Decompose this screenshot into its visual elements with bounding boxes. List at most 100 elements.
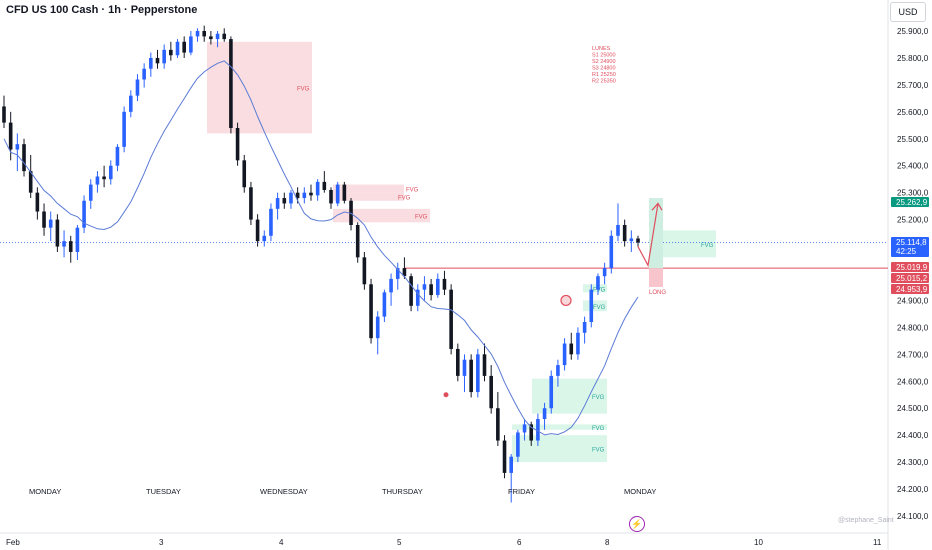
y-tick-label: 24.500,0 (897, 404, 929, 413)
candle-body (542, 408, 547, 419)
y-tick-label: 24.400,0 (897, 431, 929, 440)
long-target-zone (649, 198, 663, 269)
candle-body (409, 276, 413, 306)
levels-note-line: S1 25000 (592, 53, 616, 59)
levels-note-line: S2 24900 (592, 59, 616, 65)
fvg-zone (333, 208, 430, 223)
fvg-zone (207, 41, 312, 134)
long-label: LONG (649, 290, 666, 296)
candle-body (609, 235, 614, 269)
candle-body (529, 424, 534, 441)
day-label: MONDAY (29, 487, 61, 496)
candle-body (395, 268, 400, 279)
candle-body (596, 276, 600, 290)
candle-body (129, 95, 133, 112)
price-tag: 25.262,9 (891, 197, 929, 207)
candle-body (22, 144, 26, 172)
signal-dot (443, 392, 449, 398)
candle-body (602, 268, 607, 277)
y-tick-label: 25.500,0 (897, 135, 929, 144)
candle-body (435, 278, 440, 296)
y-tick-label: 24.100,0 (897, 512, 929, 521)
levels-note-line: LUNES (592, 46, 611, 52)
author-watermark: @stephane_Saint (838, 517, 894, 524)
currency-selector[interactable]: USD (890, 2, 926, 22)
projection-arrowhead (651, 202, 663, 211)
y-tick-label: 24.200,0 (897, 485, 929, 494)
date-label: 11 (873, 538, 882, 547)
candle-body (162, 49, 166, 64)
candle-body (202, 31, 207, 37)
moving-average-line (3, 60, 639, 436)
date-label: 10 (754, 538, 763, 547)
fvg-zone (512, 424, 607, 430)
candle-body (242, 160, 247, 188)
candle-body (169, 49, 173, 56)
candle-body (182, 41, 186, 53)
candle-body (275, 198, 280, 209)
candle-body (2, 106, 6, 123)
candle-body (496, 408, 500, 441)
candle-body (536, 419, 540, 441)
levels-note-line: R2 25350 (592, 79, 616, 85)
candle-body (75, 227, 80, 252)
candle-body (155, 57, 160, 64)
fvg-label: FVG (297, 87, 310, 93)
fvg-label: FVG (593, 305, 606, 311)
candle-body (95, 176, 100, 185)
candle-body (322, 181, 327, 190)
candle-body (189, 36, 193, 53)
candle-body (549, 375, 554, 409)
levels-note-line: R1 25250 (592, 72, 616, 78)
candle-body (262, 235, 267, 242)
candle-body (8, 122, 13, 150)
candle-body (622, 225, 627, 242)
chart-title: CFD US 100 Cash · 1h · Pepperstone (6, 4, 198, 16)
candle-body (175, 41, 180, 56)
candle-body (342, 184, 347, 201)
fvg-label: FVG (415, 215, 428, 221)
date-label: 6 (517, 538, 522, 547)
candle-body (88, 184, 93, 201)
candle-body (556, 365, 560, 376)
y-tick-label: 24.800,0 (897, 323, 929, 332)
price-tag-label: 25.262,9 (896, 198, 928, 207)
candle-body (362, 257, 367, 285)
countdown-label: 42:25 (896, 247, 917, 256)
price-tag-label: 25.114,8 (896, 238, 927, 247)
candle-body (329, 189, 333, 204)
day-label: TUESDAY (146, 487, 181, 496)
candle-body (389, 278, 393, 293)
candle-body (229, 39, 233, 129)
candle-body (82, 200, 86, 228)
fvg-zone (333, 192, 404, 201)
lightning-icon[interactable]: ⚡ (629, 516, 645, 532)
candle-body (476, 354, 480, 393)
candle-body (422, 284, 427, 290)
candle-body (335, 184, 340, 204)
candle-body (576, 332, 580, 355)
candle-body (282, 198, 287, 204)
candle-body (462, 359, 467, 376)
y-tick-label: 24.600,0 (897, 377, 929, 386)
price-tag-label: 25.019,9 (896, 263, 928, 272)
fvg-zone (333, 184, 404, 193)
candle-body (302, 192, 307, 199)
y-tick-label: 25.700,0 (897, 81, 929, 90)
day-label: WEDNESDAY (260, 487, 308, 496)
candle-body (382, 292, 387, 317)
candle-body (35, 192, 40, 212)
fvg-zone (583, 300, 607, 312)
candle-body (516, 432, 520, 457)
price-tag: 25.114,842:25 (891, 237, 929, 257)
candle-body (369, 284, 373, 339)
projection-arrow (637, 203, 659, 268)
candle-body (289, 192, 293, 204)
price-tag-label: 25.015,2 (896, 274, 928, 283)
candle-body (509, 456, 513, 473)
y-tick-label: 24.700,0 (897, 350, 929, 359)
candle-body (68, 241, 73, 252)
candle-body (429, 284, 433, 296)
y-tick-label: 25.200,0 (897, 216, 929, 225)
